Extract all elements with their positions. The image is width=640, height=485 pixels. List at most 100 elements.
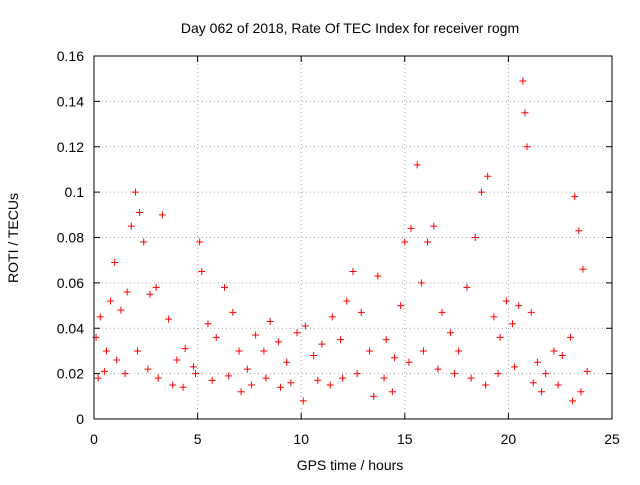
- data-point: [451, 370, 459, 378]
- data-point: [276, 383, 284, 391]
- data-point: [189, 363, 197, 371]
- data-point: [102, 347, 110, 355]
- data-point: [575, 227, 583, 235]
- data-point: [569, 397, 577, 405]
- data-point: [152, 283, 160, 291]
- chart-title: Day 062 of 2018, Rate Of TEC Index for r…: [181, 20, 519, 36]
- data-point: [146, 290, 154, 298]
- data-point: [419, 347, 427, 355]
- data-point: [407, 224, 415, 232]
- data-point: [165, 315, 173, 323]
- data-point: [388, 388, 396, 396]
- data-point: [179, 383, 187, 391]
- data-point: [430, 222, 438, 230]
- data-point: [413, 161, 421, 169]
- data-point: [337, 336, 345, 344]
- data-point: [463, 283, 471, 291]
- data-point: [293, 329, 301, 337]
- data-point: [401, 238, 409, 246]
- data-point: [533, 358, 541, 366]
- data-point: [212, 333, 220, 341]
- data-point: [154, 374, 162, 382]
- data-point: [252, 331, 260, 339]
- data-point: [424, 238, 432, 246]
- data-point: [434, 365, 442, 373]
- data-point: [455, 347, 463, 355]
- data-point: [181, 345, 189, 353]
- data-point: [117, 306, 125, 314]
- data-point: [136, 209, 144, 217]
- x-tick-label: 0: [90, 431, 98, 447]
- data-point: [100, 367, 108, 375]
- data-point: [567, 333, 575, 341]
- y-tick-label: 0: [76, 411, 84, 427]
- x-tick-label: 5: [194, 431, 202, 447]
- data-point: [158, 211, 166, 219]
- data-point: [390, 354, 398, 362]
- x-tick-label: 25: [604, 431, 620, 447]
- data-point: [96, 313, 104, 321]
- y-tick-label: 0.16: [57, 48, 84, 64]
- axis-ticks: 0 5 10 15 20 25 0 0.02 0.04 0.06 0.08 0.1 0.12 0.14 0.…: [57, 48, 620, 447]
- data-point: [397, 302, 405, 310]
- data-point: [558, 351, 566, 359]
- data-point: [208, 376, 216, 384]
- data-point: [127, 222, 135, 230]
- x-tick-label: 20: [501, 431, 517, 447]
- data-point: [366, 347, 374, 355]
- x-axis-label: GPS time / hours: [297, 457, 404, 473]
- y-tick-label: 0.08: [57, 230, 84, 246]
- data-point: [144, 365, 152, 373]
- data-point: [494, 370, 502, 378]
- data-point: [490, 313, 498, 321]
- data-point: [583, 367, 591, 375]
- data-point: [121, 370, 129, 378]
- data-point: [283, 358, 291, 366]
- data-point: [94, 374, 102, 382]
- data-point: [523, 143, 531, 151]
- y-tick-label: 0.04: [57, 320, 84, 336]
- data-point: [287, 379, 295, 387]
- data-point: [339, 374, 347, 382]
- data-point: [131, 188, 139, 196]
- data-point: [123, 288, 131, 296]
- data-point: [446, 329, 454, 337]
- data-point: [554, 381, 562, 389]
- data-point: [542, 370, 550, 378]
- data-point: [107, 297, 115, 305]
- data-point: [204, 320, 212, 328]
- data-point: [417, 279, 425, 287]
- data-point: [198, 268, 206, 276]
- data-point: [353, 370, 361, 378]
- y-axis-label: ROTI / TECUs: [5, 193, 21, 283]
- y-tick-label: 0.14: [57, 93, 84, 109]
- data-point: [140, 238, 148, 246]
- data-point: [326, 381, 334, 389]
- data-point: [477, 188, 485, 196]
- data-point: [235, 347, 243, 355]
- y-tick-label: 0.02: [57, 366, 84, 382]
- data-point: [328, 313, 336, 321]
- data-point: [382, 336, 390, 344]
- data-point: [482, 381, 490, 389]
- data-point: [274, 338, 282, 346]
- data-points: [92, 77, 591, 405]
- data-point: [134, 347, 142, 355]
- data-point: [471, 234, 479, 241]
- data-point: [515, 302, 523, 310]
- data-point: [579, 265, 587, 273]
- data-point: [550, 347, 558, 355]
- data-point: [260, 347, 268, 355]
- data-point: [262, 374, 270, 382]
- y-tick-label: 0.12: [57, 139, 84, 155]
- y-tick-label: 0.1: [65, 184, 85, 200]
- data-point: [529, 379, 537, 387]
- data-point: [173, 356, 181, 364]
- data-point: [511, 363, 519, 371]
- data-point: [225, 372, 233, 380]
- data-point: [314, 376, 322, 384]
- data-point: [310, 351, 318, 359]
- data-point: [113, 356, 121, 364]
- data-point: [237, 388, 245, 396]
